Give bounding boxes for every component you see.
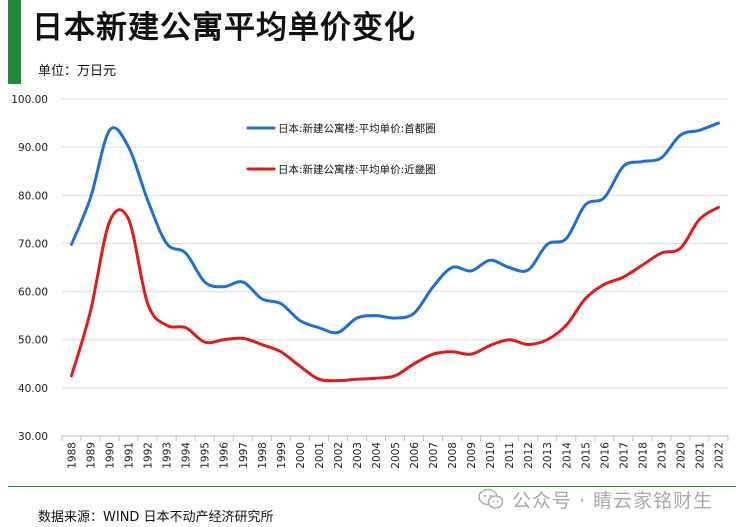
x-tick-label: 2001	[314, 442, 326, 469]
y-tick-label: 80.00	[18, 190, 48, 202]
x-tick-label: 2002	[333, 442, 345, 469]
x-tick-label: 1992	[143, 442, 155, 469]
y-tick-label: 50.00	[18, 335, 48, 347]
x-tick-label: 1999	[276, 442, 288, 469]
tokyo-series-line	[70, 121, 720, 335]
x-tick-label: 2017	[618, 442, 630, 469]
y-tick-label: 30.00	[18, 431, 48, 443]
y-tick-label: 70.00	[18, 238, 48, 250]
grid-lines	[62, 98, 728, 437]
y-tick-label: 100.00	[11, 94, 48, 106]
x-tick-label: 2005	[390, 442, 402, 469]
legend-item-kinki: 日本:新建公寓楼:平均单价:近畿圈	[246, 163, 436, 176]
x-tick-label: 2009	[466, 442, 478, 469]
x-tick-label: 1989	[86, 442, 98, 469]
x-tick-label: 1996	[219, 442, 231, 469]
x-tick-label: 2015	[580, 442, 592, 469]
watermark-text: 公众号 · 睛云家铭财生	[512, 489, 714, 512]
x-tick-label: 1997	[238, 442, 250, 469]
page-title: 日本新建公寓平均单价变化	[32, 10, 416, 46]
x-tick-label: 2020	[675, 442, 687, 469]
x-tick-label: 2010	[485, 442, 497, 469]
y-tick-label: 90.00	[18, 142, 48, 154]
x-tick-label: 2014	[561, 442, 573, 469]
source-note: 数据来源：WIND 日本不动产经济研究所	[38, 510, 274, 525]
watermark: 公众号 · 睛云家铭财生	[478, 484, 740, 514]
x-tick-label: 1991	[124, 442, 136, 469]
x-tick-label: 1995	[200, 442, 212, 469]
legend-label: 日本:新建公寓楼:平均单价:近畿圈	[278, 163, 436, 176]
legend-label: 日本:新建公寓楼:平均单价:首都圈	[278, 122, 436, 135]
x-tick-label: 2019	[656, 442, 668, 469]
x-tick-label: 2021	[694, 442, 706, 469]
x-tick-label: 2012	[523, 442, 535, 469]
x-tick-label: 2000	[295, 442, 307, 469]
kinki-series-line	[70, 205, 720, 383]
x-tick-label: 1998	[257, 442, 269, 469]
x-tick-label: 2022	[713, 442, 725, 469]
accent-bar	[8, 0, 21, 84]
series-lines	[70, 121, 720, 383]
x-tick-label: 1994	[181, 442, 193, 469]
x-tick-label: 2007	[428, 442, 440, 469]
x-tick-label: 2006	[409, 442, 421, 469]
x-tick-label: 1993	[162, 442, 174, 469]
wechat-icon	[478, 488, 504, 509]
x-tick-label: 2008	[447, 442, 459, 469]
footer-divider	[8, 486, 736, 487]
x-tick-label: 2016	[599, 442, 611, 469]
x-tick-label: 2004	[371, 442, 383, 469]
unit-label: 单位：万日元	[38, 64, 117, 79]
x-tick-label: 1988	[67, 442, 79, 469]
y-axis-ticks: 100.00 90.00 80.00 70.00 60.00 50.00 40.00 30.0…	[11, 94, 48, 443]
y-tick-label: 60.00	[18, 287, 48, 299]
x-tick-label: 2013	[542, 442, 554, 469]
x-axis-ticks: 1988 1989 1990 1991 1992 1993 1994 1995 1996 1997…	[61, 435, 729, 469]
legend-item-tokyo: 日本:新建公寓楼:平均单价:首都圈	[246, 122, 436, 135]
x-tick-label: 1990	[105, 442, 117, 469]
x-tick-label: 2011	[504, 442, 516, 469]
x-tick-label: 2018	[637, 442, 649, 469]
x-tick-label: 2003	[352, 442, 364, 469]
y-tick-label: 40.00	[18, 383, 48, 395]
